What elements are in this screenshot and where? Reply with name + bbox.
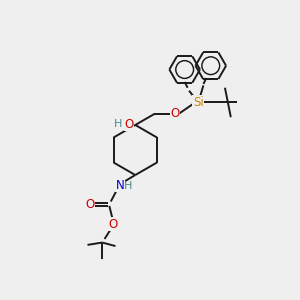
Text: H: H — [124, 181, 132, 191]
Text: H: H — [114, 119, 122, 129]
Text: Si: Si — [193, 96, 204, 109]
Text: O: O — [170, 107, 180, 120]
Text: O: O — [108, 218, 117, 231]
Text: N: N — [116, 179, 125, 192]
Text: O: O — [124, 118, 134, 131]
Text: O: O — [85, 198, 95, 211]
